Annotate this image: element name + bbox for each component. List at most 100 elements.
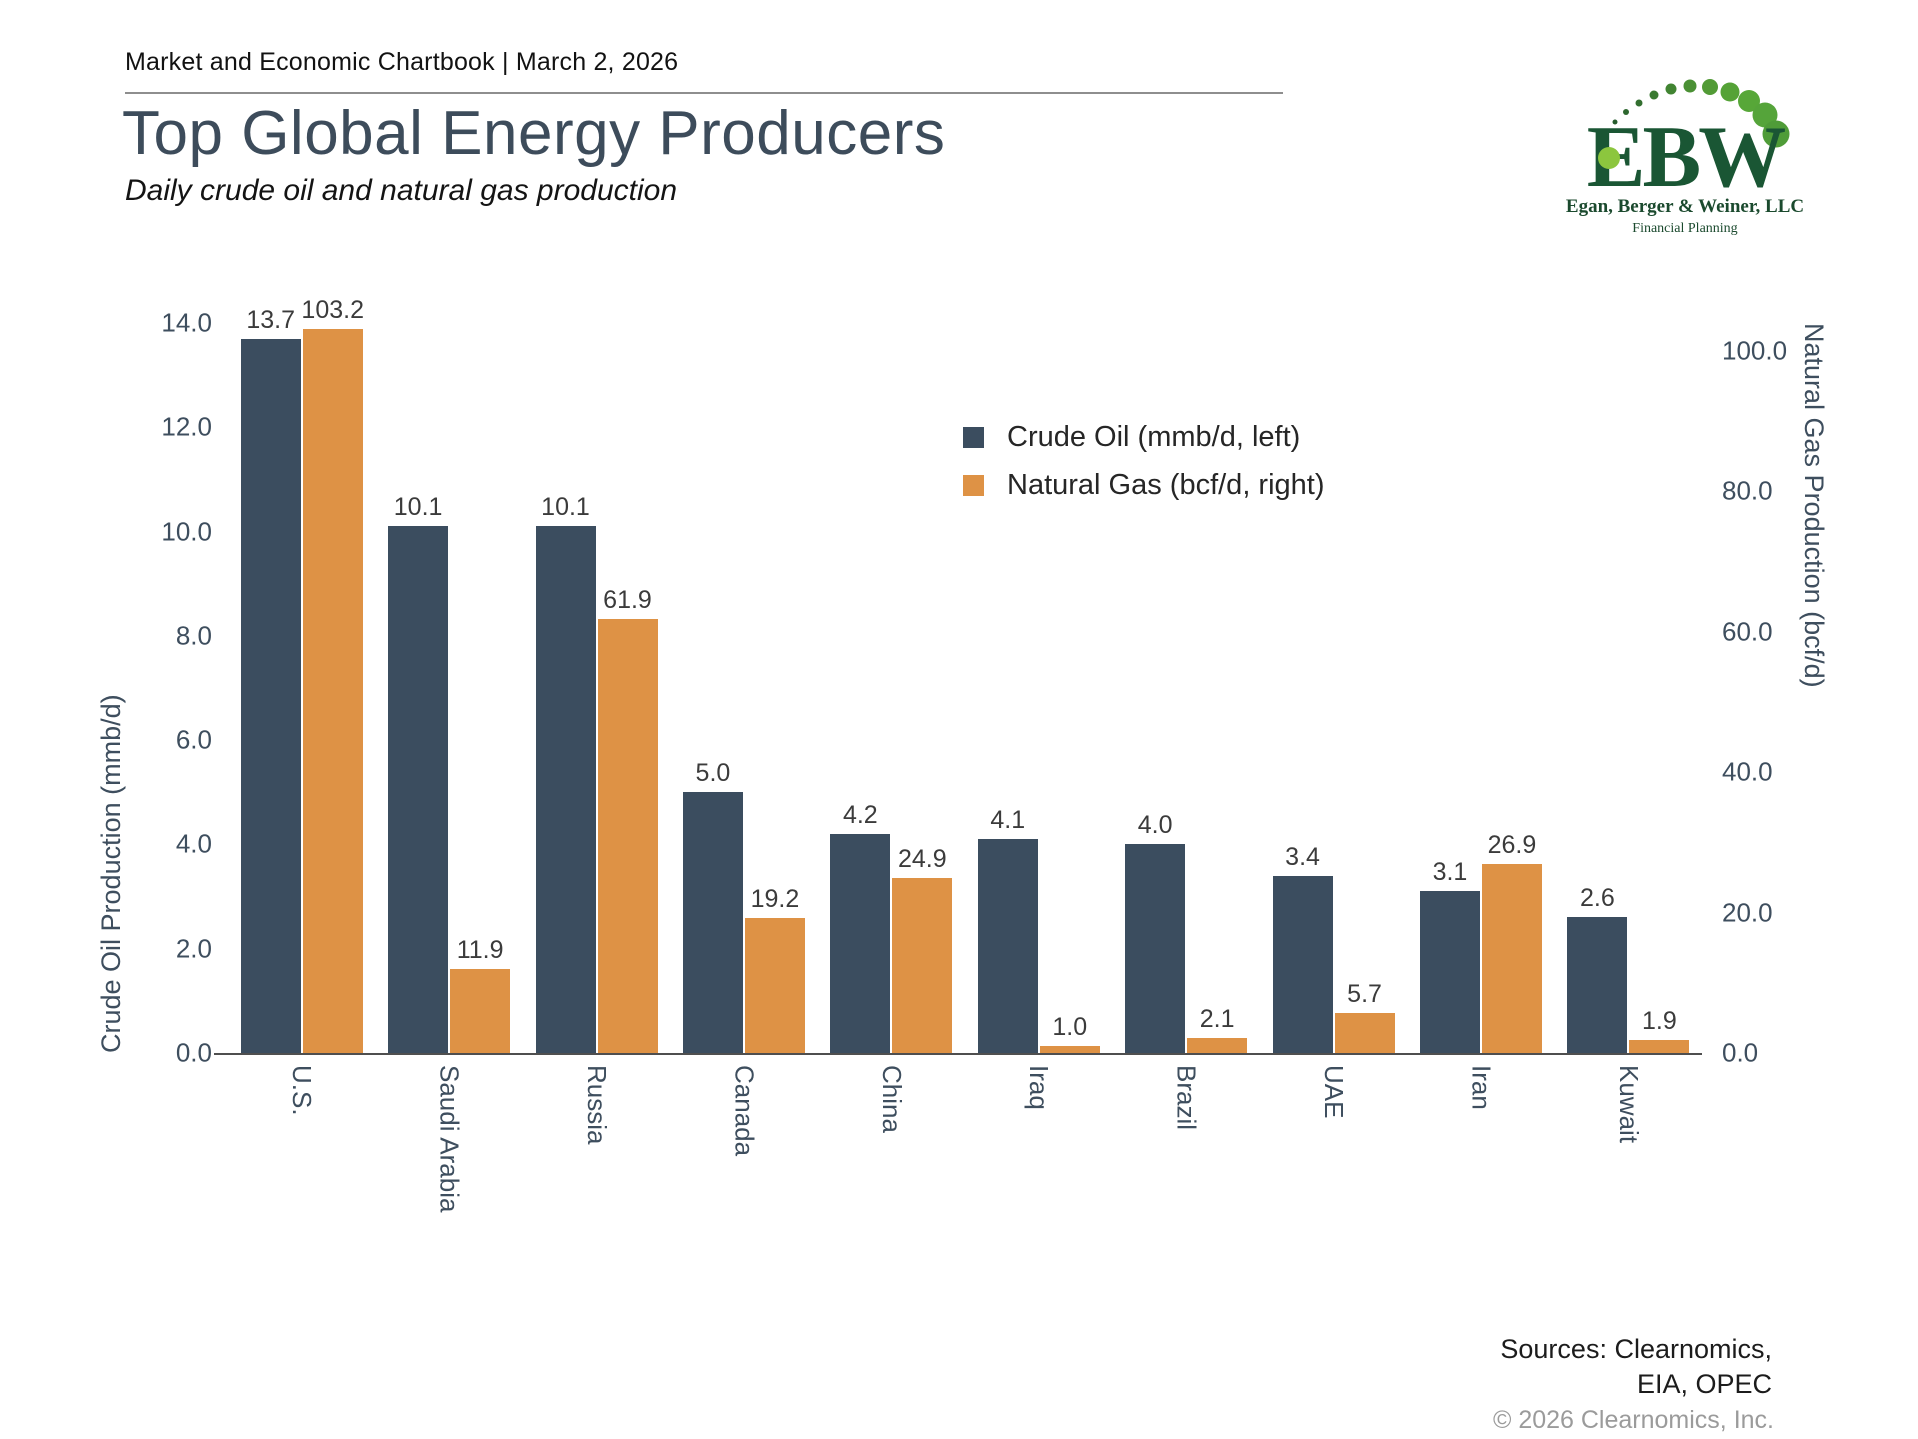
logo-tagline: Financial Planning [1632,221,1737,236]
legend-item: Natural Gas (bcf/d, right) [963,469,1325,502]
right-axis-tick-label: 60.0 [1722,616,1773,647]
bar-value-label: 103.2 [301,295,364,324]
sources-note: Sources: Clearnomics, EIA, OPEC [1500,1332,1772,1401]
bar-crude-oil: 2.6 [1567,884,1628,1053]
bar-group: 10.1 11.9 Saudi Arabia [375,323,522,1212]
x-axis-category-label: UAE [1319,1065,1350,1119]
left-axis-tick-label: 6.0 [175,724,212,755]
legend-swatch [963,427,984,448]
left-axis-title: Crude Oil Production (mmb/d) [96,694,126,1053]
right-axis-tick-label: 80.0 [1722,475,1773,506]
bar-value-label: 4.1 [990,806,1026,835]
left-axis-tick-label: 0.0 [175,1037,212,1068]
bar-natural-gas: 5.7 [1334,980,1395,1053]
legend: Crude Oil (mmb/d, left) Natural Gas (bcf/… [963,421,1325,502]
bar-natural-gas: 19.2 [744,885,805,1053]
bar-group: 13.7 103.2 U.S. [228,296,375,1116]
bar-value-label: 2.6 [1579,884,1615,913]
bar-group: 10.1 61.9 Russia [523,323,670,1144]
bar-natural-gas: 1.9 [1629,1007,1690,1053]
bar-value-label: 11.9 [456,936,504,965]
x-axis-category-label: Kuwait [1613,1065,1644,1144]
bar-crude-oil: 4.2 [830,801,891,1053]
right-axis-tick-label: 0.0 [1722,1037,1759,1068]
right-axis-title: Natural Gas Production (bcf/d) [1799,323,1829,688]
bar-value-label: 3.1 [1432,858,1468,887]
bar-group: 5.0 19.2 Canada [670,323,817,1156]
bar-value-label: 10.1 [541,493,590,522]
page-subtitle: Daily crude oil and natural gas producti… [125,174,677,207]
bar-natural-gas: 26.9 [1481,831,1542,1053]
logo-monogram: EBW [1587,109,1785,206]
bar-group: 4.1 1.0 Iraq [965,323,1112,1110]
x-axis-category-label: U.S. [287,1065,318,1116]
x-axis-category-label: Saudi Arabia [434,1065,465,1213]
legend-swatch [963,475,984,496]
bar-natural-gas: 24.9 [892,845,953,1053]
bar-value-label: 61.9 [603,585,652,614]
x-axis-category-label: Russia [582,1065,613,1145]
bar-natural-gas: 61.9 [597,586,658,1053]
bar-crude-oil: 13.7 [240,306,301,1053]
x-axis-category-label: China [876,1065,907,1133]
bar-value-label: 5.0 [695,759,731,788]
bar-value-label: 13.7 [246,305,296,334]
bar-value-label: 1.9 [1641,1006,1677,1035]
x-axis-category-label: Brazil [1171,1065,1202,1131]
bar-value-label: 5.7 [1347,980,1382,1008]
bar-natural-gas: 103.2 [301,296,364,1053]
bar-value-label: 1.0 [1052,1012,1088,1041]
sources-line-2: EIA, OPEC [1636,1368,1772,1399]
copyright-note: © 2026 Clearnomics, Inc. [1492,1406,1774,1434]
bar-value-label: 24.9 [897,845,947,874]
bar-group: 3.1 26.9 Iran [1407,323,1554,1110]
bar-value-label: 4.2 [842,801,878,829]
bar-crude-oil: 10.1 [388,493,449,1053]
legend-label: Crude Oil (mmb/d, left) [1007,421,1301,453]
bar-value-label: 26.9 [1487,831,1537,860]
left-axis-tick-label: 14.0 [161,307,212,338]
bar-value-label: 4.0 [1137,811,1173,840]
x-axis-category-label: Canada [729,1065,760,1157]
bar-crude-oil: 3.4 [1272,843,1333,1053]
sources-line-1: Sources: Clearnomics, [1500,1334,1772,1364]
bar-value-label: 3.4 [1285,842,1320,871]
bar-crude-oil: 4.1 [977,806,1038,1053]
bar-crude-oil: 5.0 [682,759,743,1053]
right-axis-tick-label: 20.0 [1722,897,1773,928]
bar-value-label: 2.1 [1199,1005,1235,1034]
plot-area: 13.7 103.2 U.S. 10.1 11.9 Saudi Arabia 10.1 61.… [161,296,1787,1213]
header-divider [125,92,1283,94]
chartbook-header: Market and Economic Chartbook | March 2,… [125,48,679,76]
logo-firm-name: Egan, Berger & Weiner, LLC [1566,196,1804,217]
bar-group: 4.2 24.9 China [818,323,965,1133]
left-axis-tick-label: 4.0 [175,828,212,859]
bar-natural-gas: 11.9 [450,936,511,1053]
x-axis-category-label: Iraq [1024,1065,1055,1110]
bar-group: 3.4 5.7 UAE [1260,323,1407,1118]
x-axis-category-label: Iran [1466,1065,1497,1110]
bar-value-label: 10.1 [393,493,443,522]
logo-e-dot [1598,147,1620,169]
bar-crude-oil: 3.1 [1419,858,1480,1053]
bar-crude-oil: 4.0 [1125,811,1186,1053]
left-axis-tick-label: 10.0 [161,516,212,547]
bar-crude-oil: 10.1 [535,493,596,1053]
legend-label: Natural Gas (bcf/d, right) [1007,469,1325,501]
page-title: Top Global Energy Producers [122,99,946,168]
left-axis-tick-label: 8.0 [175,620,212,651]
logo-dots-arc [1612,79,1790,148]
right-axis-tick-label: 40.0 [1722,756,1773,787]
ebw-logo: EBW Egan, Berger & Weiner, LLC Financial… [1566,79,1804,236]
right-axis-tick-label: 100.0 [1722,335,1788,366]
bar-value-label: 19.2 [750,885,800,914]
bar-natural-gas: 1.0 [1039,1013,1100,1053]
bar-groups: 13.7 103.2 U.S. 10.1 11.9 Saudi Arabia 10.1 61.… [228,296,1702,1212]
bar-group: 2.6 1.9 Kuwait [1555,323,1702,1143]
bar-natural-gas: 2.1 [1187,1005,1248,1053]
legend-item: Crude Oil (mmb/d, left) [963,421,1325,454]
bar-group: 4.0 2.1 Brazil [1112,323,1259,1130]
left-axis-tick-label: 2.0 [175,933,212,964]
left-axis-tick-label: 12.0 [161,411,212,442]
